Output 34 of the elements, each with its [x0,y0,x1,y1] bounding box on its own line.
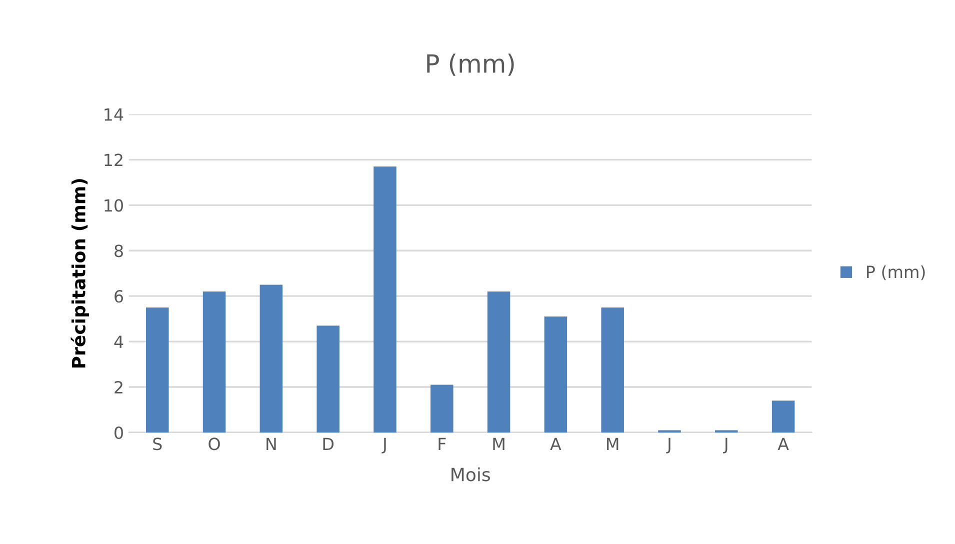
x-tick-label: M [607,438,618,450]
x-tick-label: A [778,438,789,450]
chart-title: P (mm) [427,54,514,76]
x-tick-label: O [208,438,220,450]
x-axis-title: Mois [452,467,490,482]
x-tick-label: S [153,438,162,450]
y-tick-label: 12 [104,154,122,166]
bar [260,284,283,432]
x-tick-label: A [550,438,562,450]
y-tick-label: 0 [114,426,123,440]
x-tick-label: F [438,438,446,450]
y-tick-label: 14 [104,108,124,121]
x-tick-label: D [323,438,334,450]
x-tick-label: M [493,438,504,450]
x-tick-label: N [266,438,276,450]
x-tick-label: J [666,438,670,454]
y-axis-title: Précipitation (mm) [70,179,89,368]
y-tick-label: 10 [104,199,123,212]
bar [487,292,510,432]
bar [772,400,795,432]
bar [202,292,226,432]
x-tick-label: J [723,438,728,454]
bar [430,384,454,432]
x-tick-label: J [382,438,386,454]
bar [374,166,396,432]
bar [544,316,568,432]
bar [146,307,169,432]
legend-label: P (mm) [867,265,925,280]
y-tick-label: 2 [114,380,122,394]
y-tick-label: 4 [114,336,124,348]
bar [601,307,624,432]
y-tick-label: 6 [114,290,124,303]
y-tick-label: 8 [114,244,123,258]
bar [316,326,340,432]
